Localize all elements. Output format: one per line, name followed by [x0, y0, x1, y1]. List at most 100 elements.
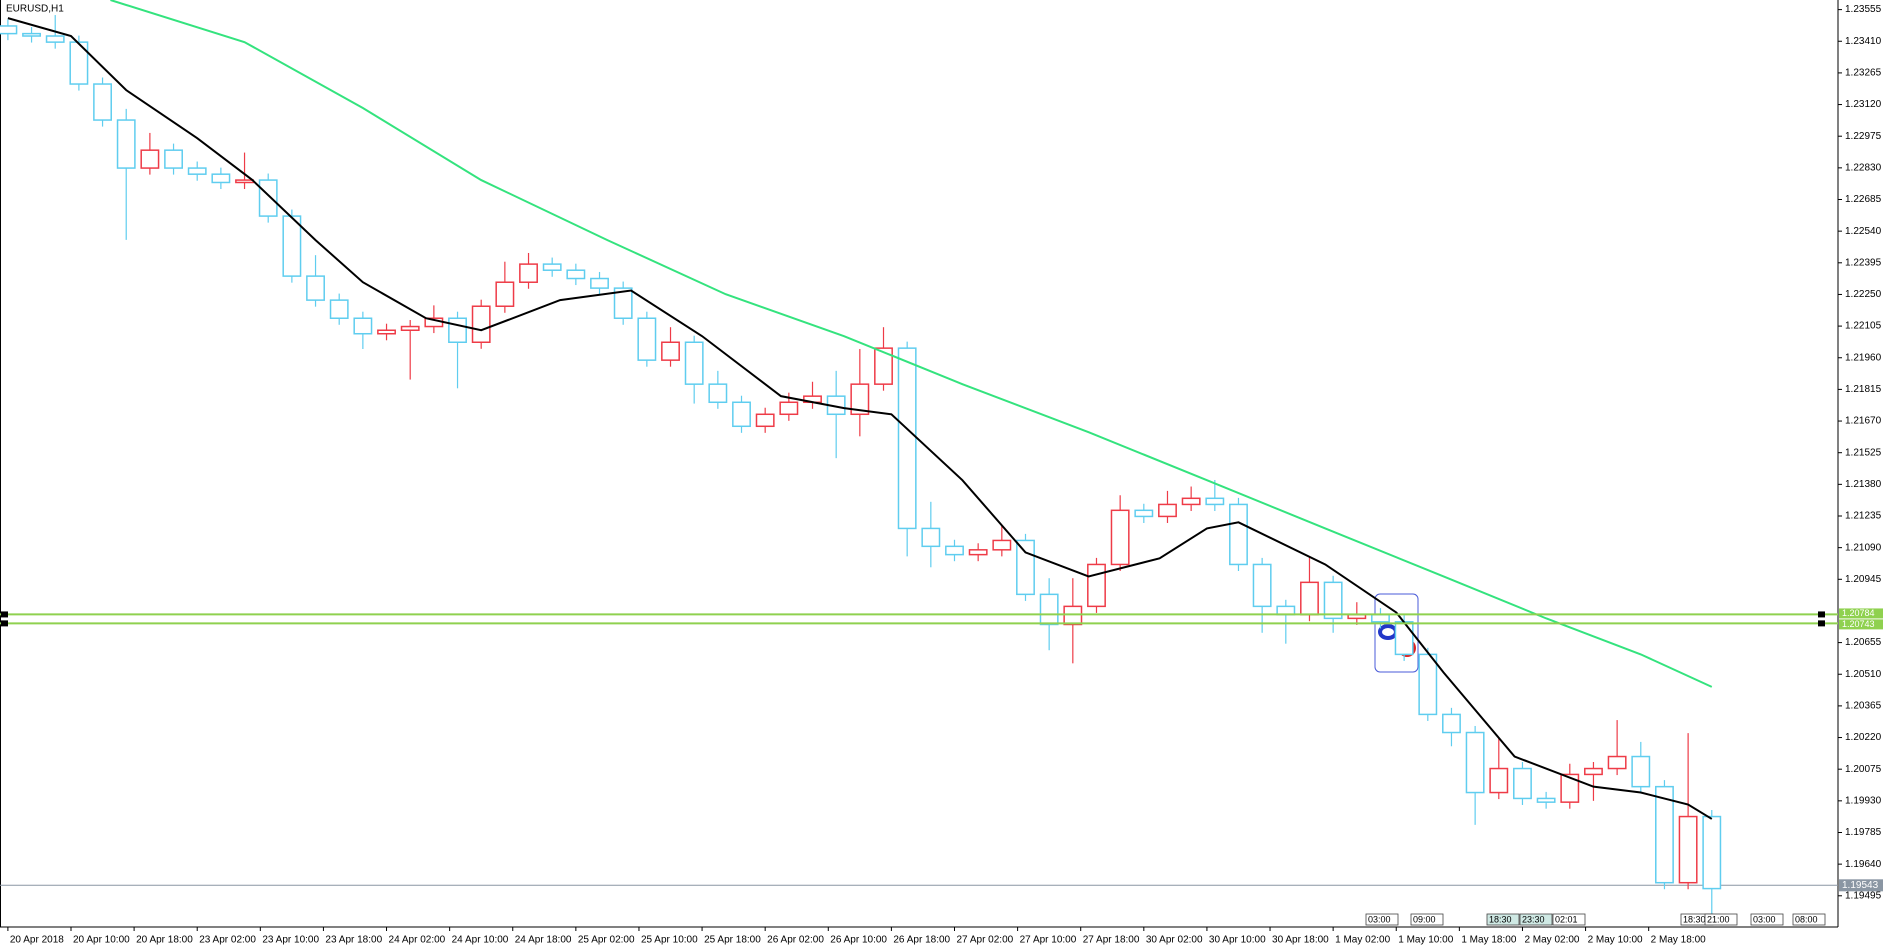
price-label: 1.19543 — [1842, 880, 1879, 891]
x-tick-label: 23 Apr 18:00 — [325, 935, 382, 946]
candle-body — [1418, 653, 1438, 716]
x-tick-label: 26 Apr 18:00 — [893, 935, 950, 946]
candle-body — [637, 317, 657, 361]
hline-label: 1.20743 — [1842, 619, 1875, 629]
x-tick-label: 2 May 18:00 — [1651, 935, 1706, 946]
y-tick-label: 1.20510 — [1845, 669, 1882, 680]
time-marker: 08:00 — [1795, 914, 1818, 924]
candle-body — [684, 341, 704, 385]
y-tick-label: 1.23120 — [1845, 99, 1882, 110]
candle-body — [22, 32, 41, 37]
candle-body — [353, 317, 373, 335]
y-tick-label: 1.23555 — [1845, 4, 1882, 15]
y-tick-label: 1.23410 — [1845, 36, 1882, 47]
x-tick-label: 20 Apr 2018 — [10, 935, 64, 946]
candle-body — [1465, 731, 1485, 794]
time-marker: 03:00 — [1368, 914, 1391, 924]
time-marker: 03:00 — [1753, 914, 1776, 924]
candle-body — [590, 277, 609, 289]
candle-body — [495, 281, 515, 307]
y-tick-label: 1.20365 — [1845, 701, 1882, 712]
moving-average — [110, 0, 1713, 688]
y-tick-label: 1.21815 — [1845, 384, 1882, 395]
candle-body — [519, 263, 538, 283]
x-tick-label: 20 Apr 18:00 — [136, 935, 193, 946]
candle-body — [968, 549, 988, 556]
line-handle — [1818, 611, 1825, 618]
candle-body — [116, 119, 136, 169]
hline-label-bg — [1839, 608, 1883, 619]
candle-body — [471, 305, 491, 344]
candle-body — [306, 275, 325, 301]
candle-body — [1655, 785, 1674, 884]
x-tick-label: 27 Apr 18:00 — [1083, 935, 1140, 946]
candle-body — [661, 341, 680, 361]
y-tick-label: 1.21670 — [1845, 416, 1882, 427]
x-tick-label: 26 Apr 02:00 — [767, 935, 824, 946]
y-tick-label: 1.22395 — [1845, 257, 1882, 268]
candle-body — [211, 173, 231, 184]
price-label-bg — [1839, 879, 1883, 892]
candle-body — [732, 401, 751, 428]
candle-body — [1607, 755, 1627, 770]
candle-body — [992, 539, 1012, 551]
candle-body — [1702, 815, 1722, 890]
candle-body — [1394, 621, 1414, 656]
x-tick-label: 25 Apr 10:00 — [641, 935, 698, 946]
time-marker: 18:30 — [1683, 914, 1706, 924]
candle-body — [448, 317, 467, 344]
time-marker: 18:30 — [1489, 914, 1512, 924]
x-tick-label: 24 Apr 18:00 — [515, 935, 572, 946]
candle-body — [542, 263, 562, 271]
moving-average — [7, 17, 1713, 820]
x-tick-label: 30 Apr 10:00 — [1209, 935, 1266, 946]
time-marker: 21:00 — [1707, 914, 1730, 924]
candle-body — [1276, 605, 1296, 616]
candle-body — [258, 179, 278, 217]
candle-body — [0, 25, 18, 35]
candle-body — [1252, 563, 1272, 608]
x-tick-label: 23 Apr 02:00 — [199, 935, 256, 946]
x-tick-label: 2 May 02:00 — [1524, 935, 1579, 946]
y-tick-label: 1.21235 — [1845, 511, 1882, 522]
y-tick-label: 1.20655 — [1845, 637, 1882, 648]
x-tick-label: 25 Apr 18:00 — [704, 935, 761, 946]
candle-body — [945, 545, 964, 556]
x-tick-label: 23 Apr 10:00 — [262, 935, 319, 946]
y-tick-label: 1.22830 — [1845, 162, 1882, 173]
y-tick-label: 1.19930 — [1845, 795, 1882, 806]
line-handle — [1818, 620, 1825, 627]
y-tick-label: 1.22540 — [1845, 226, 1882, 237]
time-marker-box — [1704, 913, 1738, 926]
candle-body — [1678, 815, 1698, 884]
candle-body — [93, 83, 112, 121]
candle-body — [1371, 613, 1390, 623]
x-tick-label: 27 Apr 10:00 — [1020, 935, 1077, 946]
hline-label-bg — [1839, 619, 1883, 630]
y-tick-label: 1.21380 — [1845, 479, 1882, 490]
y-tick-label: 1.19495 — [1845, 890, 1882, 901]
time-marker: 23:30 — [1522, 914, 1545, 924]
candle-body — [1158, 503, 1177, 518]
candle-body — [897, 347, 917, 530]
candle-body — [874, 347, 893, 385]
line-handle — [1, 620, 8, 627]
time-marker-box — [1552, 913, 1586, 926]
y-tick-label: 1.22250 — [1845, 289, 1882, 300]
x-tick-label: 1 May 18:00 — [1461, 935, 1516, 946]
candle-body — [1134, 509, 1154, 518]
candle-body — [45, 35, 65, 43]
time-marker-box — [1410, 913, 1444, 926]
candle-body — [1300, 581, 1319, 616]
chart-title: EURUSD,H1 — [6, 4, 64, 15]
candle-body — [921, 527, 941, 548]
y-tick-label: 1.20945 — [1845, 574, 1882, 585]
candle-body — [164, 149, 183, 169]
candle-body — [1087, 563, 1106, 608]
candle-body — [69, 41, 89, 85]
x-tick-label: 27 Apr 02:00 — [956, 935, 1013, 946]
time-marker-box — [1519, 913, 1553, 926]
candle-body — [282, 215, 302, 277]
